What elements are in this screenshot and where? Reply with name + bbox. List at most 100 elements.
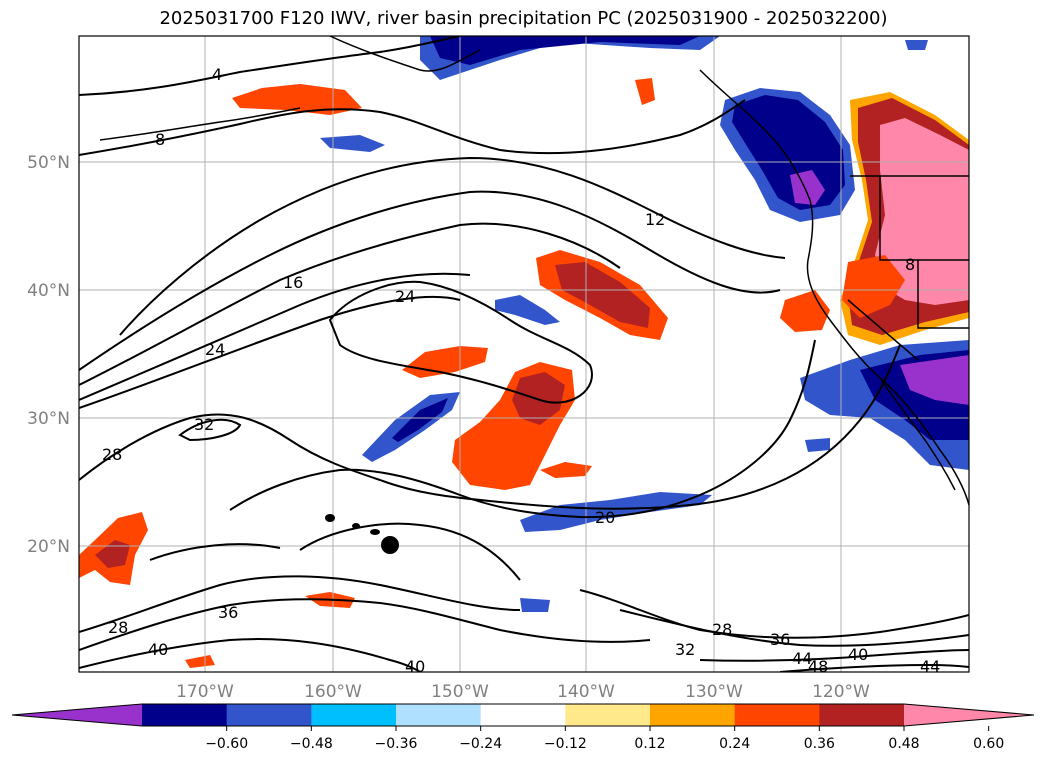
colorbar-tick-label: −0.36 <box>375 736 418 752</box>
precip-blob-small-7 <box>520 598 550 612</box>
contour-label: 12 <box>645 210 665 229</box>
precip-blob-blue-streak-inner <box>392 398 448 442</box>
lon-label: 120°W <box>812 682 870 702</box>
colorbar-tick-label: −0.24 <box>459 736 502 752</box>
precip-blob-small-8 <box>905 40 928 50</box>
contour-36 <box>79 598 651 651</box>
iwv-contours <box>79 36 969 672</box>
colorbar-extend-high <box>904 704 1034 726</box>
colorbar-tick-label: 0.60 <box>973 736 1004 752</box>
colorbar-segment <box>480 704 566 726</box>
colorbar-segment <box>565 704 651 726</box>
gridlines <box>79 36 969 672</box>
precip-blob-small-4 <box>635 78 655 105</box>
lat-label: 20°N <box>27 537 70 557</box>
contour-20a <box>79 222 621 386</box>
lat-label: 50°N <box>27 153 70 173</box>
map-panel: 4 8 12 16 24 24 32 28 20 36 28 40 28 32 … <box>79 36 969 676</box>
precip-blob-alaska-inner <box>430 36 700 65</box>
contour-inner-2 <box>149 543 281 561</box>
contour-label: 8 <box>905 255 915 274</box>
state-border-3 <box>917 260 969 329</box>
colorbar: −0.60 −0.48 −0.36 −0.24 −0.12 0.12 0.24 0.36 0.4… <box>11 703 1035 752</box>
colorbar-segment <box>734 704 820 726</box>
contour-24-closed <box>328 280 593 404</box>
lon-label: 140°W <box>557 682 615 702</box>
contour-32-closed <box>178 418 242 442</box>
contour-label: 36 <box>218 603 238 622</box>
state-border-4 <box>847 299 919 361</box>
contour-24b <box>79 295 461 409</box>
colorbar-tick-label: 0.48 <box>888 736 919 752</box>
contour-label: 28 <box>108 618 128 637</box>
precip-blob-sw-corner-red <box>95 540 130 568</box>
contour-labels: 4 8 12 16 24 24 32 28 20 36 28 40 28 32 … <box>102 65 940 676</box>
contour-label: 16 <box>283 273 303 292</box>
precip-blob-goa <box>232 84 362 115</box>
island-maui <box>370 529 380 535</box>
contour-label: 36 <box>770 630 790 649</box>
colorbar-extend-low <box>12 704 142 726</box>
colorbar-tick-label: 0.24 <box>719 736 750 752</box>
colorbar-outline <box>11 703 1035 727</box>
contour-32b <box>579 589 969 639</box>
map-border <box>78 35 970 673</box>
precip-shading <box>79 36 969 668</box>
precip-blob-blue-38n <box>495 295 560 325</box>
island-kauai <box>325 514 335 522</box>
colorbar-tick-label: −0.48 <box>290 736 333 752</box>
precip-blob-small-5 <box>320 135 385 152</box>
lat-label: 40°N <box>27 281 70 301</box>
contour-label: 44 <box>792 649 812 668</box>
coast-north-america <box>329 36 969 506</box>
contour-label: 40 <box>405 657 425 676</box>
coast-baja <box>879 377 956 491</box>
contour-44 <box>779 663 969 672</box>
island-big-island <box>381 536 399 554</box>
state-border-2 <box>879 176 969 261</box>
contour-28b <box>79 575 521 633</box>
contour-36b <box>619 609 969 647</box>
contour-inner-1 <box>299 522 521 581</box>
map-title: 2025031700 F120 IWV, river basin precipi… <box>159 8 888 29</box>
contour-label: 28 <box>102 445 122 464</box>
contour-label: 20 <box>595 508 615 527</box>
colorbar-tick-label: −0.60 <box>205 736 248 752</box>
precip-blob-central-north-red <box>555 262 650 328</box>
contour-20 <box>229 339 816 519</box>
contour-label: 28 <box>712 620 732 639</box>
lon-label: 130°W <box>685 682 743 702</box>
contour-label: 32 <box>194 415 214 434</box>
colorbar-segment <box>650 704 736 726</box>
contour-40b <box>699 649 969 662</box>
contour-8 <box>79 99 746 156</box>
contour-label: 24 <box>395 287 415 306</box>
contour-24 <box>79 272 471 401</box>
contour-40 <box>79 638 421 672</box>
precip-blob-sw-purple <box>900 355 969 405</box>
colorbar-segment <box>819 704 905 726</box>
lat-axis-labels: 50°N 40°N 30°N 20°N <box>27 153 70 557</box>
lon-label: 160°W <box>304 682 362 702</box>
precip-blob-blue-22n <box>520 492 712 532</box>
contour-16 <box>79 190 781 371</box>
contour-label: 48 <box>808 657 828 676</box>
precip-blob-pnw-purple <box>790 170 825 205</box>
precip-blob-small-3 <box>540 462 592 478</box>
lat-label: 30°N <box>27 409 70 429</box>
contour-label: 44 <box>920 657 940 676</box>
precip-blob-interior-pink <box>875 118 969 305</box>
colorbar-tick-label: 0.36 <box>804 736 835 752</box>
lon-axis-labels: 170°W 160°W 150°W 140°W 130°W 120°W <box>176 682 870 702</box>
coastlines <box>99 36 969 506</box>
coast-aleutians <box>99 107 301 141</box>
colorbar-tick-label: 0.12 <box>634 736 665 752</box>
hawaii-islands <box>325 514 399 554</box>
precip-blob-ca-coast2 <box>842 255 905 318</box>
colorbar-segment <box>226 704 312 726</box>
colorbar-segment <box>142 704 228 726</box>
contour-label: 8 <box>155 130 165 149</box>
contour-label: 40 <box>148 640 168 659</box>
contour-label: 40 <box>848 645 868 664</box>
contour-label: 32 <box>675 640 695 659</box>
